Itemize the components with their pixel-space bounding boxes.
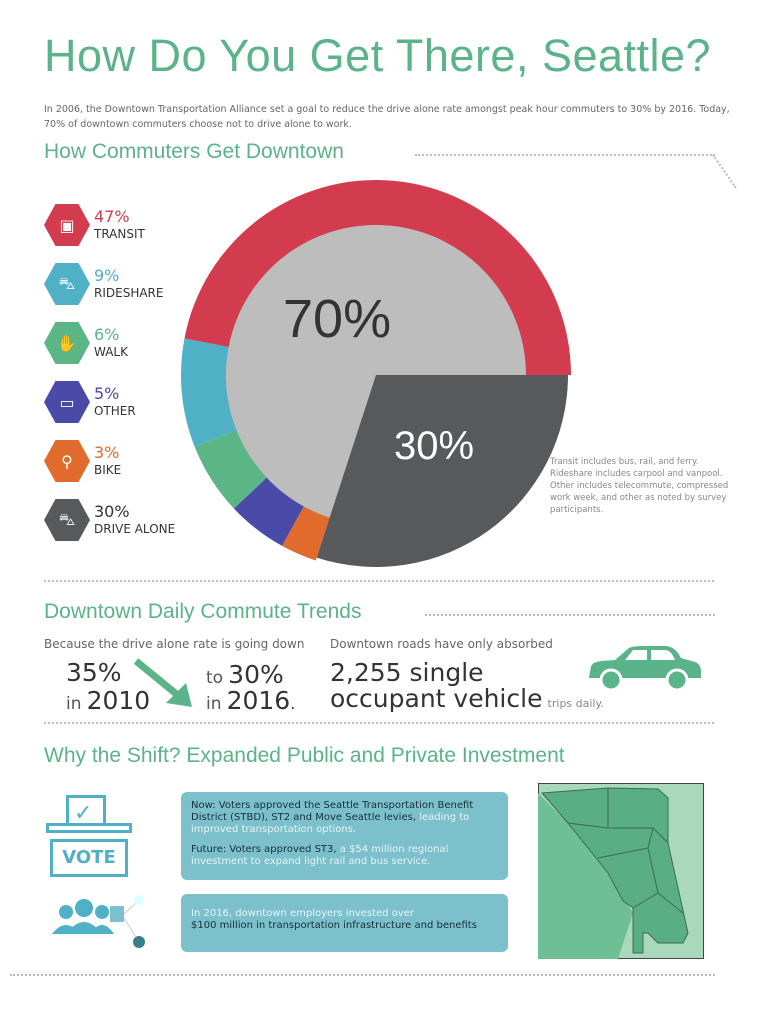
roads-line2: occupant vehicle bbox=[330, 684, 543, 713]
roads-line1: 2,255 single bbox=[330, 658, 484, 687]
legend-label: RIDESHARE bbox=[94, 286, 164, 300]
investment-box-voters: Now: Voters approved the Seattle Transpo… bbox=[181, 792, 508, 880]
section-title-commuters: How Commuters Get Downtown bbox=[44, 140, 344, 163]
trend-from-year: 2010 bbox=[86, 686, 151, 715]
roads-caption: Downtown roads have only absorbed bbox=[330, 637, 553, 651]
in-label: in bbox=[206, 694, 222, 714]
future-bold: Future: Voters approved ST3, bbox=[191, 844, 337, 855]
divider bbox=[425, 614, 715, 616]
downtown-map bbox=[538, 783, 704, 959]
legend-label: DRIVE ALONE bbox=[94, 522, 176, 536]
label-70-percent: 70% bbox=[283, 289, 392, 349]
trend-from-value: 35% bbox=[66, 658, 122, 687]
legend-percent: 5% bbox=[94, 384, 120, 403]
legend-percent: 3% bbox=[94, 443, 120, 462]
car-icon bbox=[589, 646, 701, 692]
divider bbox=[10, 974, 715, 976]
period: . bbox=[290, 694, 296, 713]
label-30-percent: 30% bbox=[394, 424, 475, 468]
vote-box-icon: ✓ VOTE bbox=[46, 795, 132, 879]
vote-label: VOTE bbox=[50, 839, 128, 877]
pie-slice-other bbox=[233, 477, 304, 546]
legend-label: BIKE bbox=[94, 463, 122, 477]
legend-percent: 9% bbox=[94, 266, 120, 285]
in-label: in bbox=[66, 694, 82, 714]
future-rest: a $54 million regional investment to exp… bbox=[191, 844, 449, 867]
divider bbox=[415, 154, 715, 156]
pie-slice-walk bbox=[194, 430, 267, 509]
now-bold: Now: Voters approved the Seattle Transpo… bbox=[191, 800, 474, 823]
pie-slice-bike bbox=[282, 506, 330, 561]
legend-item-transit: ▣ 47% TRANSIT bbox=[44, 204, 145, 246]
trend-to-value: 30% bbox=[228, 660, 284, 689]
legend-percent: 6% bbox=[94, 325, 120, 344]
investment-box-employers: In 2016, downtown employers invested ove… bbox=[181, 894, 508, 952]
to-label: to bbox=[206, 668, 224, 688]
intro-text: In 2006, the Downtown Transportation All… bbox=[44, 104, 730, 130]
legend-label: OTHER bbox=[94, 404, 136, 418]
legend-item-bike: ⚲ 3% BIKE bbox=[44, 440, 121, 482]
section-title-investment: Why the Shift? Expanded Public and Priva… bbox=[44, 744, 565, 767]
roads-suffix: trips daily. bbox=[547, 697, 604, 710]
pie-slice-rideshare bbox=[180, 338, 237, 447]
trend-to-year: 2016 bbox=[226, 686, 291, 715]
divider bbox=[44, 580, 714, 582]
legend-item-walk: ✋ 6% WALK bbox=[44, 322, 128, 364]
people-money-icon bbox=[52, 895, 145, 948]
legend-percent: 30% bbox=[94, 502, 130, 521]
trend-caption: Because the drive alone rate is going do… bbox=[44, 637, 305, 651]
page-title: How Do You Get There, Seattle? bbox=[44, 30, 712, 81]
pie-slice-transit bbox=[184, 179, 571, 375]
commute-pie-chart bbox=[180, 179, 571, 567]
chart-note: Transit includes bus, rail, and ferry. R… bbox=[550, 457, 729, 515]
divider bbox=[44, 722, 714, 724]
legend-item-rideshare: ⛍ 9% RIDESHARE bbox=[44, 263, 163, 305]
legend-item-drive-alone: ⛍ 30% DRIVE ALONE bbox=[44, 499, 175, 541]
down-arrow-icon bbox=[133, 658, 192, 707]
now-rest: leading to improved transportation optio… bbox=[191, 812, 470, 835]
employers-line2: $100 million in transportation infrastru… bbox=[191, 920, 477, 931]
legend-label: TRANSIT bbox=[94, 227, 145, 241]
legend-label: WALK bbox=[94, 345, 128, 359]
legend-percent: 47% bbox=[94, 207, 130, 226]
employers-line1: In 2016, downtown employers invested ove… bbox=[191, 908, 414, 919]
section-title-trends: Downtown Daily Commute Trends bbox=[44, 600, 362, 623]
legend-item-other: ▭ 5% OTHER bbox=[44, 381, 136, 423]
pie-slice-drive-alone bbox=[316, 375, 568, 567]
